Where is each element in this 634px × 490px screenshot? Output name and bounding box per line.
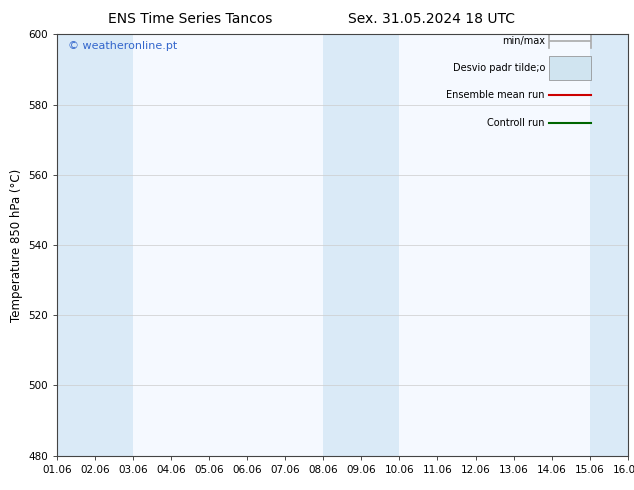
Text: © weatheronline.pt: © weatheronline.pt — [68, 41, 178, 50]
Bar — [323, 34, 399, 456]
Text: ENS Time Series Tancos: ENS Time Series Tancos — [108, 12, 273, 26]
Text: Desvio padr tilde;o: Desvio padr tilde;o — [453, 63, 545, 73]
Bar — [590, 34, 628, 456]
Y-axis label: Temperature 850 hPa (°C): Temperature 850 hPa (°C) — [10, 169, 23, 321]
Text: Ensemble mean run: Ensemble mean run — [446, 90, 545, 100]
Text: Controll run: Controll run — [488, 118, 545, 128]
Text: min/max: min/max — [502, 36, 545, 46]
Bar — [57, 34, 133, 456]
Text: Sex. 31.05.2024 18 UTC: Sex. 31.05.2024 18 UTC — [347, 12, 515, 26]
Bar — [549, 56, 591, 80]
